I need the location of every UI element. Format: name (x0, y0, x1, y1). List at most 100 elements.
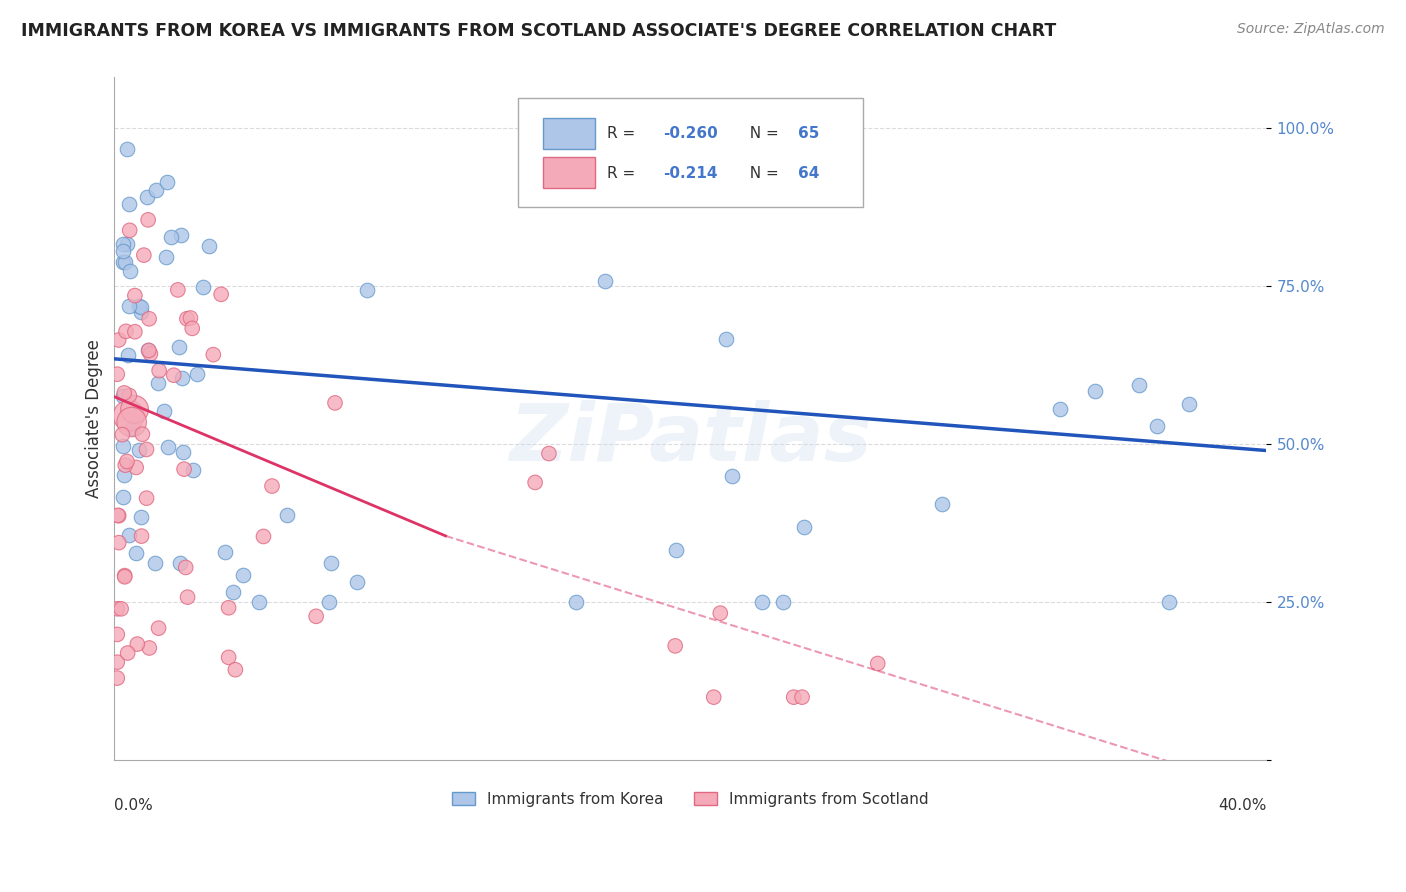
Point (222, 585, 245, 599)
Point (202, 348, 225, 362)
Text: N =: N = (740, 166, 783, 180)
Point (1128, 378, 1150, 392)
Point (115, 454, 138, 468)
Point (160, 229, 183, 244)
Text: 0.0%: 0.0% (114, 798, 153, 813)
Point (112, 467, 135, 482)
Point (665, 543, 688, 558)
Point (247, 595, 270, 609)
Point (181, 463, 204, 477)
Point (346, 575, 368, 590)
Point (156, 440, 179, 454)
Point (155, 250, 177, 264)
Point (156, 175, 179, 189)
Point (152, 404, 174, 418)
Point (166, 283, 188, 297)
Text: 64: 64 (797, 166, 818, 180)
Legend: Immigrants from Korea, Immigrants from Scotland: Immigrants from Korea, Immigrants from S… (444, 784, 936, 814)
Point (163, 368, 186, 383)
Point (931, 497, 953, 511)
Point (112, 389, 135, 403)
Point (709, 606, 731, 620)
Point (131, 427, 153, 442)
Text: 40.0%: 40.0% (1218, 798, 1267, 813)
Point (125, 546, 148, 560)
Point (167, 340, 190, 354)
Point (323, 396, 346, 410)
Point (112, 255, 135, 269)
Point (120, 263, 142, 277)
Point (139, 347, 162, 361)
Point (136, 212, 159, 227)
Point (179, 311, 201, 326)
Point (593, 274, 616, 288)
Point (148, 363, 170, 377)
Point (124, 288, 146, 302)
Point (169, 556, 191, 570)
Point (118, 299, 141, 313)
Point (131, 529, 153, 543)
Point (129, 300, 152, 314)
Point (198, 239, 221, 253)
Point (125, 460, 148, 475)
Point (169, 228, 191, 243)
Point (170, 370, 193, 384)
Point (114, 570, 136, 584)
Text: ZiPatlas: ZiPatlas (509, 401, 872, 478)
Point (117, 646, 139, 660)
Point (105, 601, 128, 615)
Point (218, 650, 240, 665)
Point (1049, 402, 1071, 417)
Point (176, 311, 198, 326)
Point (565, 595, 588, 609)
Point (129, 305, 152, 319)
Point (181, 321, 204, 335)
Point (214, 544, 236, 558)
Point (714, 332, 737, 346)
Y-axis label: Associate's Degree: Associate's Degree (86, 340, 103, 499)
Point (772, 595, 794, 609)
Point (209, 287, 232, 301)
Point (114, 568, 136, 582)
Point (105, 655, 128, 669)
Point (131, 510, 153, 524)
Point (664, 639, 686, 653)
Point (115, 324, 138, 338)
Point (793, 519, 815, 533)
Point (318, 595, 340, 609)
Point (790, 690, 813, 705)
Point (110, 602, 132, 616)
Point (136, 343, 159, 357)
Point (107, 508, 129, 523)
Text: 65: 65 (797, 126, 818, 141)
Point (174, 560, 197, 574)
Point (114, 255, 136, 269)
Point (1146, 419, 1168, 434)
Point (138, 311, 160, 326)
Point (751, 595, 773, 609)
Point (1084, 384, 1107, 398)
Point (112, 244, 135, 258)
Point (148, 376, 170, 390)
Point (1157, 595, 1180, 609)
Point (252, 529, 274, 543)
Point (118, 223, 141, 237)
Point (866, 657, 889, 671)
Point (224, 663, 246, 677)
Text: N =: N = (740, 126, 783, 141)
Text: R =: R = (607, 126, 641, 141)
Point (135, 491, 157, 505)
Point (112, 439, 135, 453)
Point (112, 490, 135, 504)
Point (136, 190, 159, 204)
FancyBboxPatch shape (517, 98, 863, 207)
Bar (543, 119, 595, 149)
Point (124, 325, 146, 339)
Point (118, 528, 141, 542)
Point (111, 427, 134, 442)
Point (172, 445, 194, 459)
Point (173, 462, 195, 476)
Point (356, 284, 378, 298)
Point (107, 508, 129, 523)
Text: Source: ZipAtlas.com: Source: ZipAtlas.com (1237, 22, 1385, 37)
